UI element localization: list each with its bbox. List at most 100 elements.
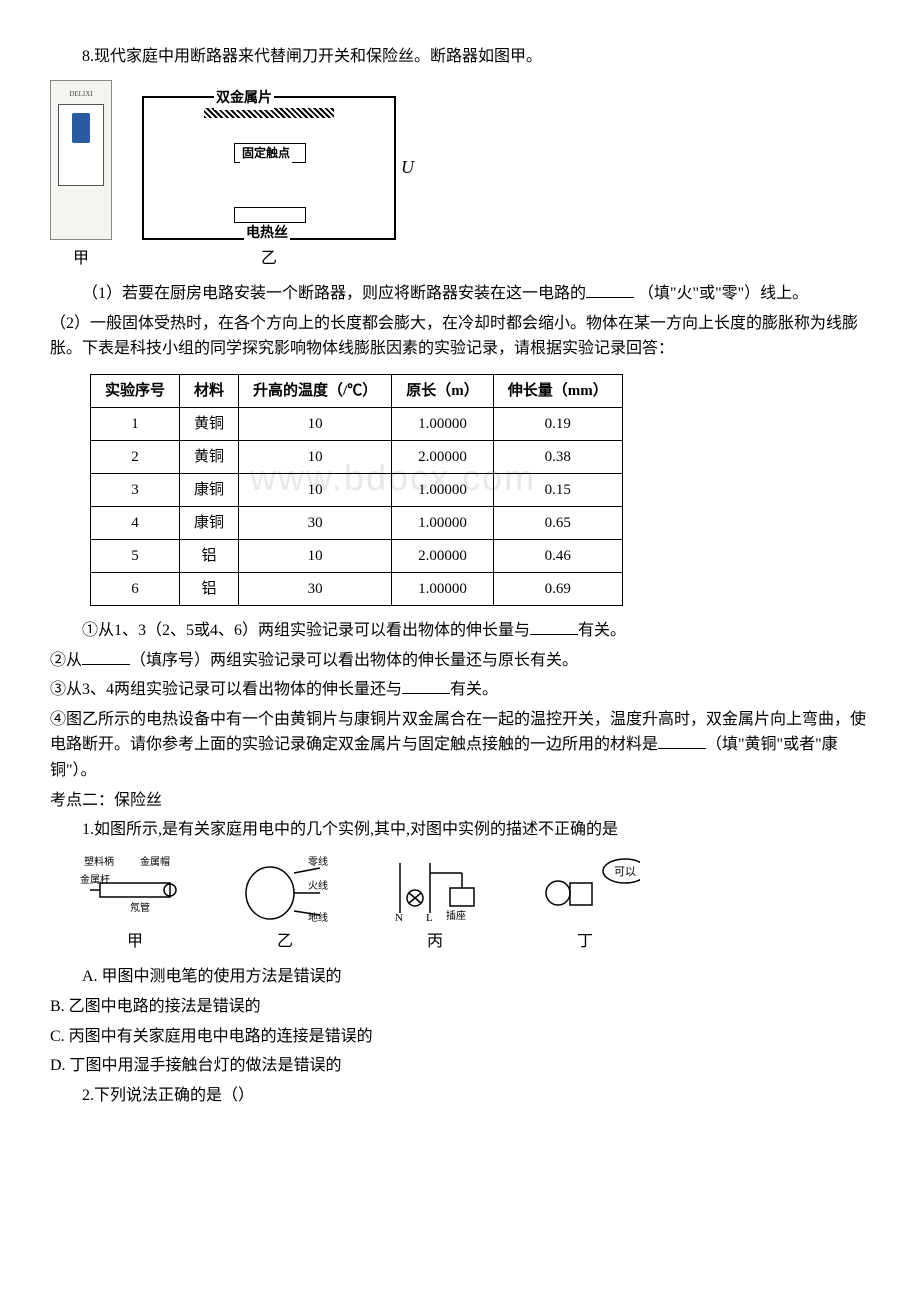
kp2-q2-stem: 2.下列说法正确的是（） bbox=[50, 1083, 870, 1109]
q1-fig-ding: 可以 丁 bbox=[530, 853, 640, 955]
svg-text:N: N bbox=[395, 912, 403, 923]
wet-hand-icon: 可以 bbox=[530, 853, 640, 923]
table-cell: 1.00000 bbox=[392, 407, 494, 440]
table-cell: 0.15 bbox=[493, 473, 622, 506]
table-row: 3康铜101.000000.15 bbox=[91, 473, 623, 506]
q8-c1-suffix: 有关。 bbox=[578, 622, 626, 639]
breaker-icon: DELIXI bbox=[50, 80, 112, 240]
fig-yi: 双金属片 固定触点 电热丝 U 乙 bbox=[142, 96, 396, 272]
q8-c2: ②从 （填序号）两组实验记录可以看出物体的伸长量还与原长有关。 bbox=[50, 648, 870, 674]
q8-c1: ①从1、3（2、5或4、6）两组实验记录可以看出物体的伸长量与 有关。 bbox=[50, 618, 870, 644]
fig-yi-caption: 乙 bbox=[261, 246, 277, 272]
table-cell: 黄铜 bbox=[180, 407, 239, 440]
svg-text:金属帽: 金属帽 bbox=[140, 855, 170, 868]
table-cell: 1.00000 bbox=[392, 506, 494, 539]
table-cell: 铝 bbox=[180, 539, 239, 572]
fig-jia: DELIXI 甲 bbox=[50, 80, 112, 272]
table-cell: 4 bbox=[91, 506, 180, 539]
table-cell: 0.46 bbox=[493, 539, 622, 572]
table-cell: 10 bbox=[239, 473, 392, 506]
svg-text:地线: 地线 bbox=[308, 911, 328, 923]
table-cell: 10 bbox=[239, 440, 392, 473]
table-cell: 10 bbox=[239, 539, 392, 572]
q8-sub1-suffix: （填"火"或"零"）线上。 bbox=[638, 285, 808, 302]
table-cell: 铝 bbox=[180, 572, 239, 605]
q8-stem: 8.现代家庭中用断路器来代替闸刀开关和保险丝。断路器如图甲。 bbox=[50, 44, 870, 70]
heater-label: 电热丝 bbox=[244, 223, 290, 245]
table-cell: 1.00000 bbox=[392, 473, 494, 506]
blank bbox=[82, 648, 130, 665]
q1-fig-jia: 塑料柄 金属帽 金属杆 氖管 甲 bbox=[80, 853, 190, 955]
table-cell: 康铜 bbox=[180, 473, 239, 506]
q1-ding-caption: 丁 bbox=[577, 929, 593, 955]
bimetallic-label: 双金属片 bbox=[214, 88, 274, 110]
q8-c3-prefix: ③从3、4两组实验记录可以看出物体的伸长量还与 bbox=[50, 681, 402, 698]
th: 原长（m） bbox=[392, 374, 494, 407]
svg-text:火线: 火线 bbox=[308, 879, 328, 892]
q1-fig-bing: N L 插座 丙 bbox=[380, 853, 490, 955]
q1-jia-caption: 甲 bbox=[127, 929, 143, 955]
table-cell: 0.38 bbox=[493, 440, 622, 473]
q8-c4: ④图乙所示的电热设备中有一个由黄铜片与康铜片双金属合在一起的温控开关，温度升高时… bbox=[50, 707, 870, 784]
lamp-socket-icon: N L 插座 bbox=[380, 853, 490, 923]
table-cell: 0.69 bbox=[493, 572, 622, 605]
table-cell: 0.19 bbox=[493, 407, 622, 440]
table-cell: 1.00000 bbox=[392, 572, 494, 605]
table-cell: 10 bbox=[239, 407, 392, 440]
q8-c2-prefix: ②从 bbox=[50, 652, 82, 669]
svg-text:可以: 可以 bbox=[614, 866, 636, 878]
q8-figure-row: DELIXI 甲 双金属片 固定触点 电热丝 U 乙 bbox=[50, 80, 870, 272]
q8-c3: ③从3、4两组实验记录可以看出物体的伸长量还与 有关。 bbox=[50, 677, 870, 703]
table-cell: 2.00000 bbox=[392, 539, 494, 572]
th: 升高的温度（/℃） bbox=[239, 374, 392, 407]
th: 材料 bbox=[180, 374, 239, 407]
table-cell: 6 bbox=[91, 572, 180, 605]
th: 实验序号 bbox=[91, 374, 180, 407]
table-cell: 1 bbox=[91, 407, 180, 440]
kp2-q1-D: D. 丁图中用湿手接触台灯的做法是错误的 bbox=[50, 1053, 870, 1079]
table-row: 6铝301.000000.69 bbox=[91, 572, 623, 605]
contact-label: 固定触点 bbox=[240, 144, 292, 163]
table-cell: 2.00000 bbox=[392, 440, 494, 473]
kp2-q1-A: A. 甲图中测电笔的使用方法是错误的 bbox=[50, 964, 870, 990]
table-header-row: 实验序号 材料 升高的温度（/℃） 原长（m） 伸长量（mm） bbox=[91, 374, 623, 407]
table-cell: 30 bbox=[239, 506, 392, 539]
circuit-diagram: 双金属片 固定触点 电热丝 U bbox=[142, 96, 396, 240]
q1-bing-caption: 丙 bbox=[427, 929, 443, 955]
th: 伸长量（mm） bbox=[493, 374, 622, 407]
table-cell: 黄铜 bbox=[180, 440, 239, 473]
q8-c2-suffix: （填序号）两组实验记录可以看出物体的伸长量还与原长有关。 bbox=[130, 652, 578, 669]
kp2-q1-B: B. 乙图中电路的接法是错误的 bbox=[50, 994, 870, 1020]
table-cell: 2 bbox=[91, 440, 180, 473]
testpen-icon: 塑料柄 金属帽 金属杆 氖管 bbox=[80, 853, 190, 923]
svg-text:塑料柄: 塑料柄 bbox=[84, 855, 114, 868]
svg-text:金属杆: 金属杆 bbox=[80, 873, 110, 886]
blank bbox=[402, 677, 450, 694]
q8-sub1: （1）若要在厨房电路安装一个断路器，则应将断路器安装在这一电路的 （填"火"或"… bbox=[50, 281, 870, 307]
table-row: 2黄铜102.000000.38 bbox=[91, 440, 623, 473]
svg-text:氖管: 氖管 bbox=[130, 901, 150, 914]
blank bbox=[586, 281, 634, 298]
table-cell: 0.65 bbox=[493, 506, 622, 539]
kp2-q1-stem: 1.如图所示,是有关家庭用电中的几个实例,其中,对图中实例的描述不正确的是 bbox=[50, 817, 870, 843]
q8-sub1-prefix: （1）若要在厨房电路安装一个断路器，则应将断路器安装在这一电路的 bbox=[82, 285, 586, 302]
q8-c1-prefix: ①从1、3（2、5或4、6）两组实验记录可以看出物体的伸长量与 bbox=[82, 622, 530, 639]
q1-fig-yi: 零线 火线 地线 乙 bbox=[230, 853, 340, 955]
svg-text:零线: 零线 bbox=[308, 855, 328, 868]
expansion-table: 实验序号 材料 升高的温度（/℃） 原长（m） 伸长量（mm） 1黄铜101.0… bbox=[90, 374, 623, 606]
table-row: 5铝102.000000.46 bbox=[91, 539, 623, 572]
plug-icon: 零线 火线 地线 bbox=[230, 853, 340, 923]
kp2-q1-figs: 塑料柄 金属帽 金属杆 氖管 甲 零线 火线 地线 乙 bbox=[80, 853, 870, 955]
table-cell: 3 bbox=[91, 473, 180, 506]
table-row: 4康铜301.000000.65 bbox=[91, 506, 623, 539]
fig-jia-caption: 甲 bbox=[73, 246, 89, 272]
table-cell: 30 bbox=[239, 572, 392, 605]
table-row: 1黄铜101.000000.19 bbox=[91, 407, 623, 440]
q1-yi-caption: 乙 bbox=[277, 929, 293, 955]
kp2-title: 考点二：保险丝 bbox=[50, 788, 870, 814]
u-label: U bbox=[401, 153, 414, 182]
q8-c3-suffix: 有关。 bbox=[450, 681, 498, 698]
table-cell: 康铜 bbox=[180, 506, 239, 539]
q8-sub2: （2）一般固体受热时，在各个方向上的长度都会膨大，在冷却时都会缩小。物体在某一方… bbox=[50, 311, 870, 362]
table-wrapper: www.bdocx.com 实验序号 材料 升高的温度（/℃） 原长（m） 伸长… bbox=[50, 374, 870, 606]
